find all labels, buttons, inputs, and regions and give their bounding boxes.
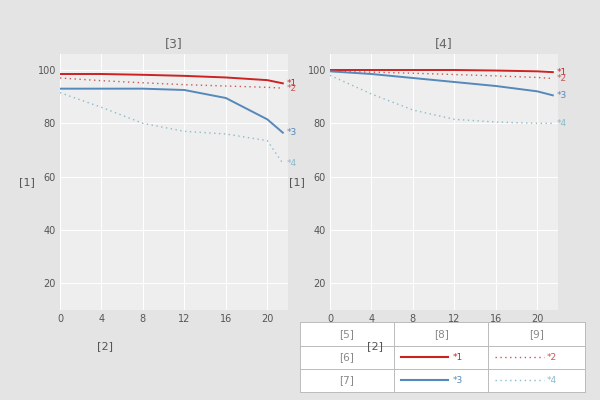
Text: *3: *3: [452, 376, 463, 385]
Text: *2: *2: [287, 84, 297, 93]
Text: [9]: [9]: [529, 329, 544, 339]
Text: *1: *1: [557, 68, 567, 77]
Text: *4: *4: [287, 159, 297, 168]
Text: *1: *1: [287, 79, 297, 88]
Text: *3: *3: [557, 91, 567, 100]
Title: [3]: [3]: [165, 37, 183, 50]
Text: [2]: [2]: [367, 341, 383, 351]
Text: *3: *3: [287, 128, 297, 137]
Title: [4]: [4]: [435, 37, 453, 50]
Text: *2: *2: [547, 352, 557, 362]
Text: *4: *4: [547, 376, 557, 385]
Text: *2: *2: [557, 74, 567, 83]
Text: *1: *1: [452, 352, 463, 362]
Text: [5]: [5]: [340, 329, 355, 339]
Text: *4: *4: [557, 119, 567, 128]
Text: [1]: [1]: [19, 177, 35, 187]
Text: [7]: [7]: [340, 375, 355, 385]
Text: [6]: [6]: [340, 352, 355, 362]
Text: [2]: [2]: [97, 341, 113, 351]
Text: [8]: [8]: [434, 329, 449, 339]
Text: [1]: [1]: [289, 177, 305, 187]
